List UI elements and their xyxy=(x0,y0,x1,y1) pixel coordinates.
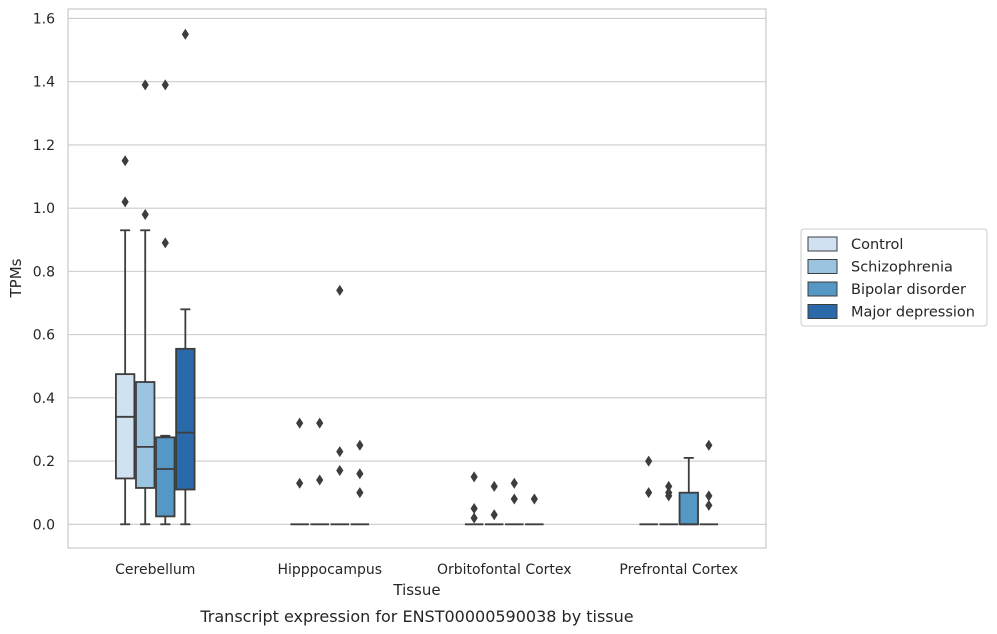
legend-label: Schizophrenia xyxy=(851,260,953,276)
outlier-point xyxy=(121,196,129,208)
outlier-point xyxy=(490,480,498,492)
box-body xyxy=(175,347,196,491)
outlier-point xyxy=(665,487,673,499)
outlier-point xyxy=(705,490,713,502)
outlier-point xyxy=(356,439,364,451)
outlier-point xyxy=(336,465,344,477)
box-control xyxy=(115,155,136,526)
outlier-point xyxy=(181,28,189,40)
box-control xyxy=(464,471,484,526)
box-bipolar-disorder xyxy=(678,457,699,526)
box-major-depression xyxy=(175,28,196,526)
outlier-point xyxy=(336,284,344,296)
y-tick-label: 0.8 xyxy=(33,264,55,280)
box-schizophrenia xyxy=(484,480,504,526)
y-tick-label: 1.0 xyxy=(33,201,55,217)
y-tick-label: 0.6 xyxy=(33,328,55,344)
outlier-point xyxy=(296,477,304,489)
outlier-point xyxy=(665,480,673,492)
y-tick-label: 0.0 xyxy=(33,517,55,533)
outlier-point xyxy=(470,471,478,483)
box-major-depression xyxy=(525,493,544,526)
outlier-point xyxy=(356,487,364,499)
outlier-point xyxy=(336,446,344,458)
box-schizophrenia xyxy=(659,480,678,526)
outlier-point xyxy=(645,487,653,499)
plot-frame xyxy=(67,8,767,549)
outlier-point xyxy=(470,502,478,514)
outlier-point xyxy=(161,79,169,91)
outlier-point xyxy=(316,417,324,429)
legend-frame xyxy=(800,228,988,327)
box-body xyxy=(115,373,136,480)
outlier-point xyxy=(510,493,518,505)
x-tick-label: Cerebellum xyxy=(115,562,195,578)
outlier-point xyxy=(705,439,713,451)
box-bipolar-disorder xyxy=(505,477,524,526)
box-major-depression xyxy=(699,439,719,526)
outlier-point xyxy=(161,237,169,249)
y-tick-label: 1.2 xyxy=(33,138,55,154)
box-schizophrenia xyxy=(310,417,329,526)
box-control xyxy=(639,455,658,526)
x-tick-label: Prefrontal Cortex xyxy=(619,562,738,578)
outlier-point xyxy=(121,155,129,167)
chart-caption: Transcript expression for ENST0000059003… xyxy=(199,607,633,626)
legend-swatch xyxy=(807,259,838,274)
box-bipolar-disorder xyxy=(330,284,350,526)
x-tick-label: Orbitofontal Cortex xyxy=(437,562,572,578)
outlier-point xyxy=(705,499,713,511)
box-body xyxy=(155,436,176,518)
y-tick-label: 1.6 xyxy=(33,11,55,27)
y-tick-labels: 0.0 0.2 0.4 0.6 0.8 1.0 1.2 1.4 1.6 xyxy=(33,11,55,533)
outlier-point xyxy=(296,417,304,429)
legend-swatch xyxy=(807,304,838,319)
box-body xyxy=(678,491,699,526)
legend-label: Bipolar disorder xyxy=(851,282,966,298)
outlier-point xyxy=(490,509,498,521)
box-control xyxy=(290,417,309,526)
y-tick-label: 0.4 xyxy=(33,391,55,407)
legend-label: Control xyxy=(851,237,903,253)
x-tick-labels: Cerebellum Hipppocampus Orbitofontal Corte… xyxy=(115,562,738,578)
y-tick-label: 0.2 xyxy=(33,454,55,470)
x-axis-label: Tissue xyxy=(392,581,440,599)
outlier-point xyxy=(356,468,364,480)
outlier-point xyxy=(470,512,478,524)
y-axis-label: TPMs xyxy=(7,258,25,298)
outlier-point xyxy=(645,455,653,467)
box-body xyxy=(135,381,156,489)
legend-swatch xyxy=(807,281,838,297)
box-schizophrenia xyxy=(135,79,156,526)
boxes xyxy=(115,28,719,526)
legend-swatch xyxy=(807,236,838,252)
legend-label: Major depression xyxy=(851,305,975,321)
y-tick-label: 1.4 xyxy=(33,75,55,91)
outlier-point xyxy=(530,493,538,505)
box-bipolar-disorder xyxy=(155,79,176,526)
outlier-point xyxy=(141,79,149,91)
x-tick-label: Hipppocampus xyxy=(277,562,382,578)
outlier-point xyxy=(141,208,149,220)
outlier-point xyxy=(510,477,518,489)
legend: Control Schizophrenia Bipolar disorder Majo… xyxy=(800,228,988,327)
box-major-depression xyxy=(350,439,370,526)
outlier-point xyxy=(316,474,324,486)
